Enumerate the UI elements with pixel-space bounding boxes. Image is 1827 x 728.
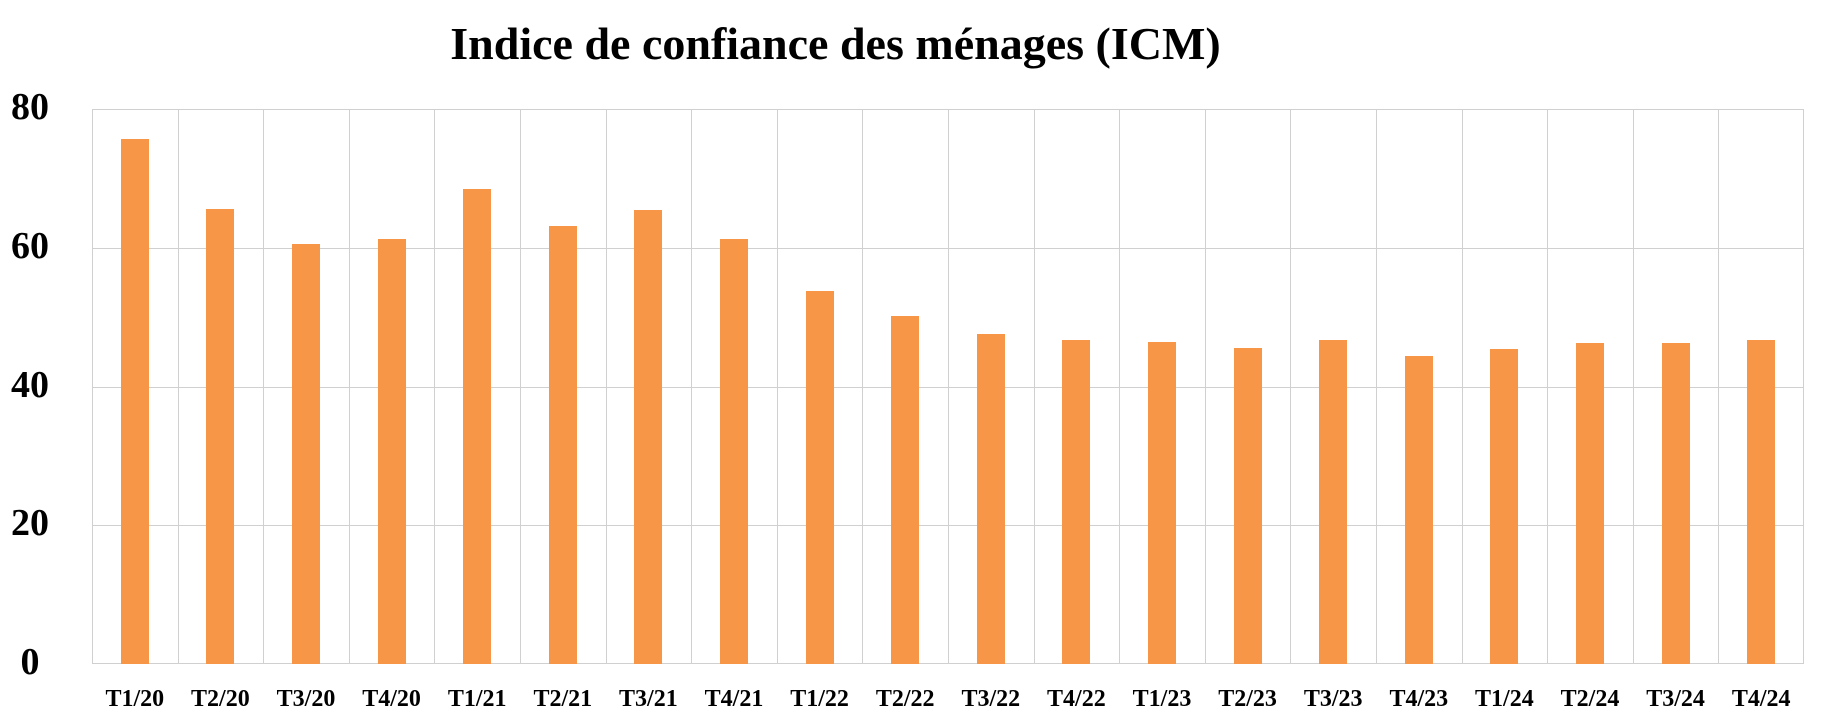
bar-t2-23 (1233, 348, 1262, 664)
y-tick-label: 20 (11, 502, 49, 545)
x-tick-label: T2/22 (875, 686, 935, 712)
x-tick-label: T4/21 (704, 686, 764, 712)
x-tick-label: T1/23 (1132, 686, 1192, 712)
gridline-vertical (605, 109, 607, 664)
gridline-vertical (434, 109, 436, 664)
gridline-vertical (520, 109, 521, 664)
bar-t2-22 (891, 316, 920, 664)
x-tick-label: T1/20 (105, 686, 165, 712)
gridline-vertical (1718, 109, 1720, 664)
x-tick-label: T2/24 (1560, 686, 1620, 712)
bar-t3-23 (1319, 340, 1348, 664)
gridline-vertical (1033, 109, 1035, 664)
x-tick-label: T1/22 (790, 686, 849, 712)
bar-t2-24 (1576, 342, 1604, 664)
bar-t1-21 (463, 189, 492, 664)
bar-t3-21 (634, 209, 663, 664)
bar-t3-24 (1661, 342, 1690, 664)
x-tick-label: T3/23 (1303, 686, 1363, 712)
x-tick-label: T2/21 (533, 686, 593, 712)
gridline-vertical (1632, 109, 1634, 664)
bar-t4-24 (1747, 340, 1776, 664)
bar-t1-22 (805, 291, 834, 664)
x-tick-label: T4/20 (362, 686, 421, 712)
gridline-vertical (1119, 109, 1121, 664)
y-tick-label: 80 (11, 86, 49, 128)
gridline-vertical (1376, 109, 1377, 664)
gridline-vertical (348, 109, 350, 664)
bar-t3-22 (976, 334, 1005, 664)
gridline-vertical (1461, 109, 1463, 664)
gridline-vertical (1547, 109, 1549, 664)
gridline-vertical (1204, 109, 1206, 664)
x-tick-label: T1/24 (1475, 686, 1534, 712)
x-tick-label: T3/24 (1646, 686, 1705, 712)
gridline-vertical (263, 109, 265, 664)
bar-t4-20 (377, 239, 406, 664)
bar-t2-20 (206, 208, 235, 664)
x-tick-label: T4/23 (1389, 686, 1449, 712)
bar-t4-23 (1404, 355, 1433, 664)
x-tick-label: T3/22 (961, 686, 1021, 712)
gridline-vertical (1290, 109, 1292, 664)
x-tick-label: T1/21 (447, 686, 507, 712)
x-tick-label: T4/22 (1047, 686, 1106, 712)
x-tick-label: T2/20 (191, 686, 250, 712)
gridline-vertical (691, 109, 693, 664)
x-tick-label: T3/21 (619, 686, 678, 712)
gridline-vertical (177, 109, 179, 664)
gridline-vertical (776, 109, 778, 664)
bar-t1-20 (120, 138, 149, 664)
plot-area (92, 109, 1804, 664)
gridline-vertical (862, 109, 864, 664)
y-tick-label: 40 (11, 363, 49, 406)
bar-t1-24 (1490, 349, 1519, 664)
bar-t2-21 (548, 226, 577, 664)
chart-title: Indice de confiance des ménages (ICM) (450, 18, 1221, 69)
bar-t4-21 (720, 239, 748, 664)
x-tick-label: T4/24 (1731, 686, 1791, 712)
x-tick-label: T2/23 (1218, 686, 1277, 712)
x-tick-label: T3/20 (276, 686, 336, 712)
bar-t1-23 (1148, 342, 1176, 664)
gridline-vertical (948, 109, 949, 664)
bar-t3-20 (292, 243, 320, 664)
bar-t4-22 (1062, 340, 1091, 664)
y-tick-label: 0 (20, 641, 40, 683)
y-tick-label: 60 (11, 224, 49, 267)
